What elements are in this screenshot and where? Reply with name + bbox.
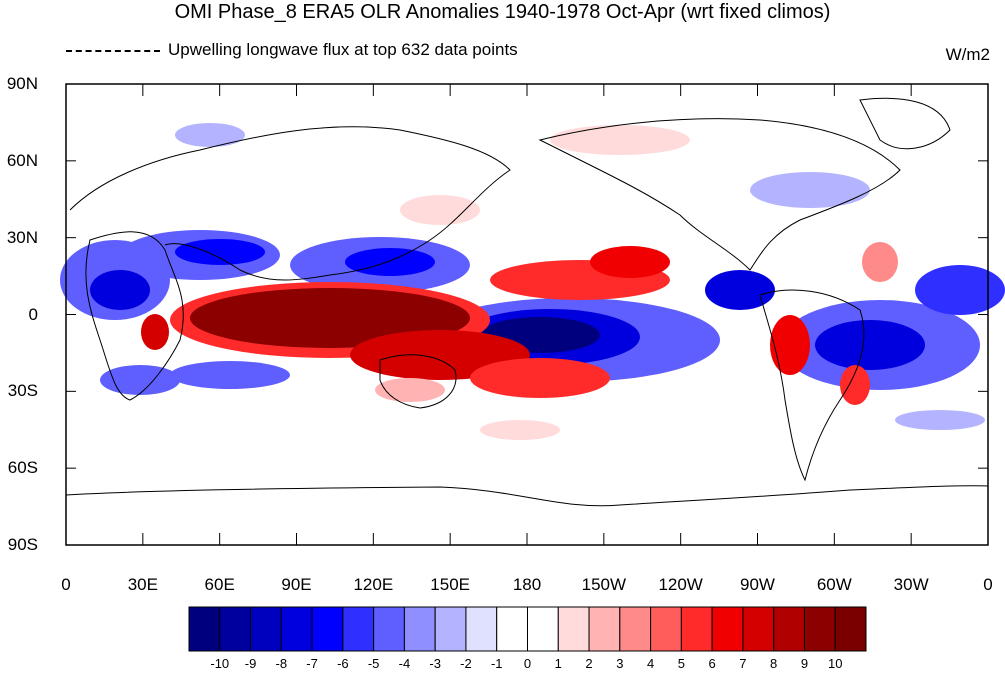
dashed-legend-line [66,50,160,52]
colorbar-label: -3 [429,656,441,671]
colorbar-swatch [588,606,621,652]
colorbar-label: -10 [210,656,230,671]
colorbar-label: 4 [646,656,655,671]
colorbar-label: 10 [827,656,843,671]
x-axis-label: 0 [61,575,71,594]
colorbar-swatch [773,606,805,652]
x-axis-label: 90E [281,575,312,594]
y-axis-label: 60S [7,458,38,478]
x-axis-label: 0 [983,575,993,594]
x-axis-label: 150W [581,575,627,594]
y-axis-label: 0 [28,304,38,324]
anomaly-fields [60,123,1005,440]
colorbar-label: -1 [490,656,503,671]
coastlines [65,97,989,507]
y-axis-label: 90S [7,535,38,554]
colorbar-label: 2 [585,656,593,671]
colorbar-swatch [742,606,775,652]
units-label: W/m2 [945,45,990,64]
colorbar-swatch [711,606,744,652]
colorbar-swatch [373,606,405,652]
axis-ticks [65,83,989,546]
colorbar-swatch [434,606,467,652]
colorbar-label: -7 [306,656,318,671]
x-axis-label: 120W [658,575,703,594]
colorbar-label: -9 [244,656,257,671]
colorbar-swatch [834,606,867,652]
colorbar-swatch [311,606,344,652]
colorbar-swatch [619,606,652,652]
chart-subtitle: Upwelling longwave flux at top 632 data … [168,40,518,59]
colorbar-label: -8 [275,656,288,671]
x-axis-label: 120E [353,575,394,594]
colorbar-swatch [188,606,221,652]
colorbar-swatch [403,606,436,652]
colorbar [188,606,867,652]
colorbar-swatch [280,606,313,652]
colorbar-label: 6 [708,656,716,671]
colorbar-label: -5 [367,656,380,671]
y-axis-label: 30N [6,227,38,247]
y-axis-label: 30S [7,381,38,401]
colorbar-label: 0 [523,656,532,671]
x-axis-label: 60W [816,575,852,594]
colorbar-swatch [527,606,559,652]
colorbar-swatch [219,606,252,652]
colorbar-label: -2 [460,656,472,671]
colorbar-label: -4 [398,656,411,671]
colorbar-swatch [496,606,528,652]
y-axis-label: 90N [6,74,38,93]
colorbar-swatch [250,606,282,652]
colorbar-label: 8 [770,656,778,671]
colorbar-swatch [465,606,498,652]
y-axis-label: 60N [6,150,38,170]
x-axis-label: 60E [204,575,235,594]
colorbar-label: 7 [739,656,747,671]
x-axis-label: 180 [512,575,542,594]
colorbar-label: 9 [800,656,809,671]
colorbar-swatch [680,606,713,652]
chart-title: OMI Phase_8 ERA5 OLR Anomalies 1940-1978… [174,1,831,23]
colorbar-label: 1 [554,656,562,671]
x-axis-label: 150E [430,575,470,594]
x-axis-label: 90W [740,575,775,594]
colorbar-swatch [557,606,590,652]
x-axis-label: 30E [127,575,158,594]
colorbar-label: 3 [616,656,624,671]
x-axis-label: 30W [893,575,929,594]
colorbar-label: 5 [677,656,685,671]
colorbar-swatch [803,606,836,652]
colorbar-swatch [650,606,682,652]
colorbar-swatch [342,606,375,652]
colorbar-label: -6 [337,656,349,671]
